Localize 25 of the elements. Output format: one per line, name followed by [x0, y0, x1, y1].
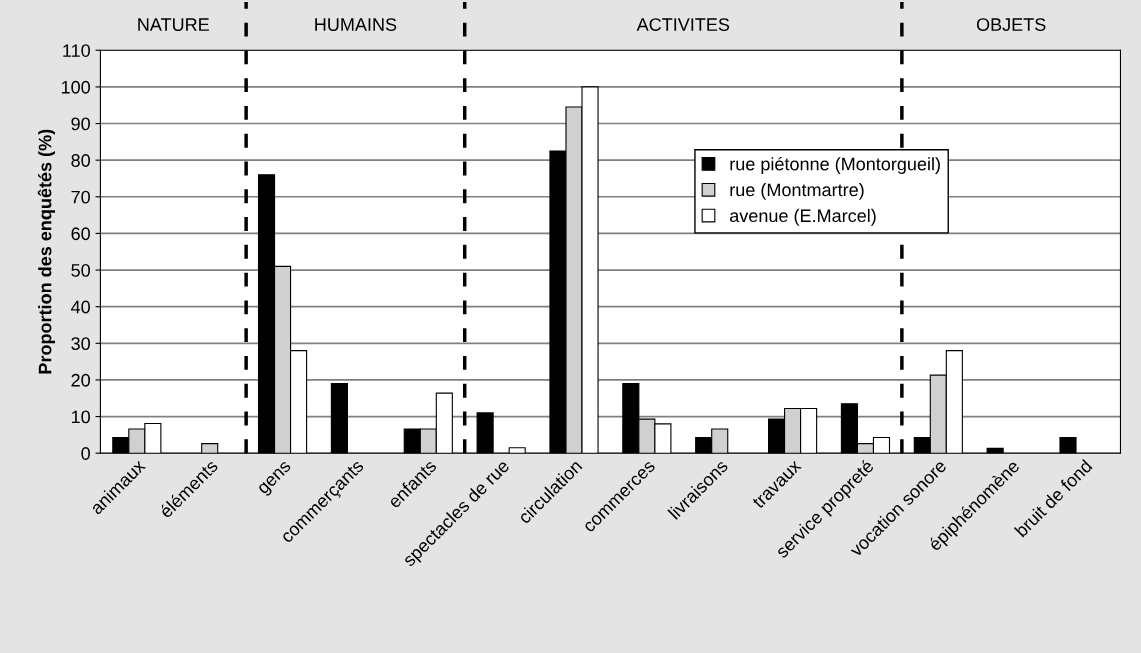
y-tick-label: 50 [71, 263, 90, 277]
text: HUMAINS [315, 18, 397, 31]
bar [986, 447, 1004, 454]
y-tick-label: 40 [71, 300, 90, 314]
y-tick-label: 70 [71, 190, 90, 204]
legend-label: rue piétonne (Montorgueil) [730, 156, 940, 174]
y-tick-label: 20 [71, 373, 90, 387]
y-tick-label: 0 [81, 447, 90, 460]
y-axis-title: Proportion des enquêtés (%) [37, 129, 56, 374]
text: ACTIVITES [636, 18, 730, 31]
y-tick-label: 100 [61, 80, 90, 94]
bar [476, 412, 494, 454]
legend-label: rue (Montmartre) [730, 182, 864, 200]
y-tick-label: 60 [71, 227, 90, 241]
y-tick-label: 30 [71, 337, 90, 351]
text: OBJETS [976, 18, 1046, 31]
y-tick-label: 90 [71, 117, 90, 131]
text: NATURE [138, 18, 209, 31]
bar [201, 443, 219, 454]
y-tick-label: 80 [71, 154, 90, 167]
legend-label: avenue (E.Marcel) [730, 208, 876, 226]
y-tick-label: 110 [63, 44, 90, 57]
y-tick-label: 10 [71, 410, 90, 424]
bar [330, 383, 348, 454]
bar [1059, 436, 1077, 454]
